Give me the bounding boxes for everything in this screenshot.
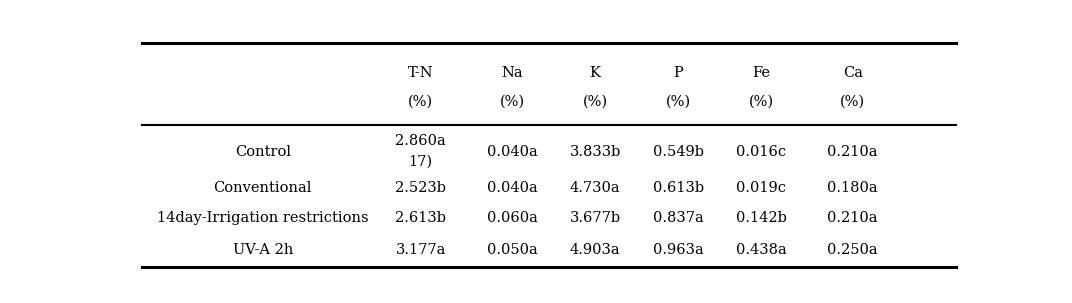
Text: (%): (%) [748, 95, 774, 109]
Text: 0.142b: 0.142b [735, 211, 787, 225]
Text: (%): (%) [500, 95, 524, 109]
Text: 0.040a: 0.040a [487, 145, 537, 159]
Text: UV-A 2h: UV-A 2h [233, 243, 293, 257]
Text: Ca: Ca [843, 65, 863, 79]
Text: 2.613b: 2.613b [396, 211, 446, 225]
Text: 0.180a: 0.180a [828, 181, 878, 195]
Text: 2.523b: 2.523b [396, 181, 446, 195]
Text: 17): 17) [408, 154, 433, 168]
Text: 4.730a: 4.730a [570, 181, 621, 195]
Text: (%): (%) [582, 95, 608, 109]
Text: 14day-Irrigation restrictions: 14day-Irrigation restrictions [157, 211, 369, 225]
Text: 0.549b: 0.549b [653, 145, 703, 159]
Text: (%): (%) [666, 95, 690, 109]
Text: 0.438a: 0.438a [735, 243, 787, 257]
Text: 0.837a: 0.837a [653, 211, 703, 225]
Text: 3.833b: 3.833b [569, 145, 621, 159]
Text: 3.677b: 3.677b [569, 211, 621, 225]
Text: 4.903a: 4.903a [570, 243, 621, 257]
Text: (%): (%) [840, 95, 865, 109]
Text: 0.613b: 0.613b [653, 181, 703, 195]
Text: 0.210a: 0.210a [828, 145, 878, 159]
Text: 0.963a: 0.963a [653, 243, 703, 257]
Text: K: K [590, 65, 600, 79]
Text: 0.250a: 0.250a [828, 243, 878, 257]
Text: Control: Control [235, 145, 291, 159]
Text: Conventional: Conventional [213, 181, 312, 195]
Text: Na: Na [502, 65, 523, 79]
Text: 0.040a: 0.040a [487, 181, 537, 195]
Text: 0.019c: 0.019c [736, 181, 786, 195]
Text: 0.060a: 0.060a [487, 211, 537, 225]
Text: 0.210a: 0.210a [828, 211, 878, 225]
Text: P: P [673, 65, 683, 79]
Text: T-N: T-N [407, 65, 433, 79]
Text: 0.016c: 0.016c [736, 145, 787, 159]
Text: 2.860a: 2.860a [396, 134, 446, 148]
Text: (%): (%) [408, 95, 433, 109]
Text: Fe: Fe [753, 65, 771, 79]
Text: 3.177a: 3.177a [396, 243, 446, 257]
Text: 0.050a: 0.050a [487, 243, 537, 257]
